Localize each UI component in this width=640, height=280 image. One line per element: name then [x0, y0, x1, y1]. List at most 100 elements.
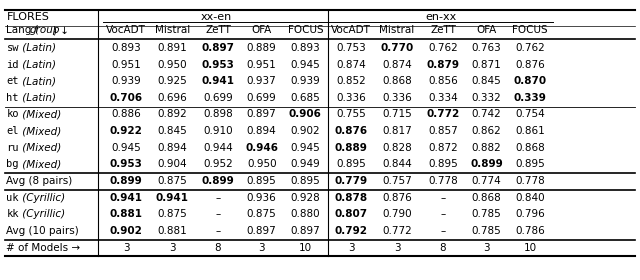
Text: 0.875: 0.875 — [157, 176, 187, 186]
Text: 8: 8 — [440, 242, 446, 253]
Text: VocADT: VocADT — [332, 25, 371, 36]
Text: (Mixed): (Mixed) — [19, 109, 61, 120]
Text: 0.872: 0.872 — [428, 143, 458, 153]
Text: Mistral: Mistral — [380, 25, 415, 36]
Text: 0.889: 0.889 — [335, 143, 367, 153]
Text: 0.762: 0.762 — [428, 43, 458, 53]
Text: OFA: OFA — [252, 25, 272, 36]
Text: (Latin): (Latin) — [19, 76, 56, 86]
Text: 0.874: 0.874 — [382, 60, 412, 70]
Text: 0.882: 0.882 — [472, 143, 502, 153]
Text: 0.874: 0.874 — [337, 60, 366, 70]
Text: 0.941: 0.941 — [156, 193, 189, 203]
Text: 0.902: 0.902 — [110, 226, 143, 236]
Text: 0.706: 0.706 — [109, 93, 143, 103]
Text: 0.895: 0.895 — [291, 176, 320, 186]
Text: OFA: OFA — [477, 25, 497, 36]
Text: 0.785: 0.785 — [472, 226, 502, 236]
Text: Avg (10 pairs): Avg (10 pairs) — [6, 226, 79, 236]
Text: 0.868: 0.868 — [382, 76, 412, 86]
Text: 0.862: 0.862 — [472, 126, 502, 136]
Text: 3: 3 — [348, 242, 355, 253]
Text: 0.902: 0.902 — [291, 126, 320, 136]
Text: 0.889: 0.889 — [247, 43, 276, 53]
Text: 0.904: 0.904 — [157, 159, 187, 169]
Text: (Mixed): (Mixed) — [19, 143, 61, 153]
Text: 0.879: 0.879 — [426, 60, 460, 70]
Text: 3: 3 — [483, 242, 490, 253]
Text: 0.742: 0.742 — [472, 109, 502, 120]
Text: 0.763: 0.763 — [472, 43, 502, 53]
Text: 0.861: 0.861 — [515, 126, 545, 136]
Text: 0.840: 0.840 — [515, 193, 545, 203]
Text: 0.857: 0.857 — [428, 126, 458, 136]
Text: 0.696: 0.696 — [157, 93, 187, 103]
Text: –: – — [216, 193, 221, 203]
Text: 0.755: 0.755 — [337, 109, 366, 120]
Text: sw: sw — [6, 43, 19, 53]
Text: 0.895: 0.895 — [515, 159, 545, 169]
Text: 0.897: 0.897 — [291, 226, 320, 236]
Text: 0.845: 0.845 — [472, 76, 502, 86]
Text: 0.754: 0.754 — [515, 109, 545, 120]
Text: 0.939: 0.939 — [111, 76, 141, 86]
Text: 0.757: 0.757 — [382, 176, 412, 186]
Text: 0.899: 0.899 — [110, 176, 143, 186]
Text: 0.922: 0.922 — [110, 126, 143, 136]
Text: 0.699: 0.699 — [203, 93, 233, 103]
Text: 0.953: 0.953 — [110, 159, 143, 169]
Text: –: – — [440, 193, 445, 203]
Text: (Mixed): (Mixed) — [19, 159, 61, 169]
Text: 0.950: 0.950 — [157, 60, 187, 70]
Text: 0.895: 0.895 — [337, 159, 366, 169]
Text: 0.790: 0.790 — [382, 209, 412, 219]
Text: 0.876: 0.876 — [382, 193, 412, 203]
Text: en-xx: en-xx — [425, 12, 456, 22]
Text: (Cyrillic): (Cyrillic) — [19, 209, 65, 219]
Text: 0.944: 0.944 — [203, 143, 233, 153]
Text: 0.895: 0.895 — [247, 176, 276, 186]
Text: xx-en: xx-en — [200, 12, 232, 22]
Text: 0.762: 0.762 — [515, 43, 545, 53]
Text: 0.925: 0.925 — [157, 76, 187, 86]
Text: # of Models →: # of Models → — [6, 242, 81, 253]
Text: ZeTT: ZeTT — [205, 25, 231, 36]
Text: –: – — [440, 226, 445, 236]
Text: 0.898: 0.898 — [203, 109, 233, 120]
Text: 0.796: 0.796 — [515, 209, 545, 219]
Text: 10: 10 — [524, 242, 537, 253]
Text: 0.778: 0.778 — [428, 176, 458, 186]
Text: (Latin): (Latin) — [19, 60, 56, 70]
Text: 3: 3 — [259, 242, 265, 253]
Text: 0.786: 0.786 — [515, 226, 545, 236]
Text: 0.894: 0.894 — [157, 143, 187, 153]
Text: ht: ht — [6, 93, 19, 103]
Text: 0.792: 0.792 — [335, 226, 368, 236]
Text: 0.844: 0.844 — [382, 159, 412, 169]
Text: 3: 3 — [169, 242, 175, 253]
Text: 0.945: 0.945 — [291, 143, 320, 153]
Text: 0.928: 0.928 — [291, 193, 320, 203]
Text: 0.941: 0.941 — [110, 193, 143, 203]
Text: –: – — [216, 209, 221, 219]
Text: 0.856: 0.856 — [428, 76, 458, 86]
Text: 0.894: 0.894 — [247, 126, 276, 136]
Text: Avg (8 pairs): Avg (8 pairs) — [6, 176, 73, 186]
Text: 0.876: 0.876 — [335, 126, 368, 136]
Text: Lang (: Lang ( — [6, 25, 39, 36]
Text: et: et — [6, 76, 19, 86]
Text: 0.949: 0.949 — [291, 159, 320, 169]
Text: (Cyrillic): (Cyrillic) — [19, 193, 65, 203]
Text: FOCUS: FOCUS — [513, 25, 548, 36]
Text: 0.945: 0.945 — [111, 143, 141, 153]
Text: 0.699: 0.699 — [247, 93, 276, 103]
Text: ) ↓: ) ↓ — [53, 25, 69, 36]
Text: 0.892: 0.892 — [157, 109, 187, 120]
Text: 0.881: 0.881 — [110, 209, 143, 219]
Text: 0.951: 0.951 — [247, 60, 276, 70]
Text: kk: kk — [6, 209, 19, 219]
Text: 0.953: 0.953 — [202, 60, 234, 70]
Text: 0.895: 0.895 — [428, 159, 458, 169]
Text: 0.951: 0.951 — [111, 60, 141, 70]
Text: 0.828: 0.828 — [382, 143, 412, 153]
